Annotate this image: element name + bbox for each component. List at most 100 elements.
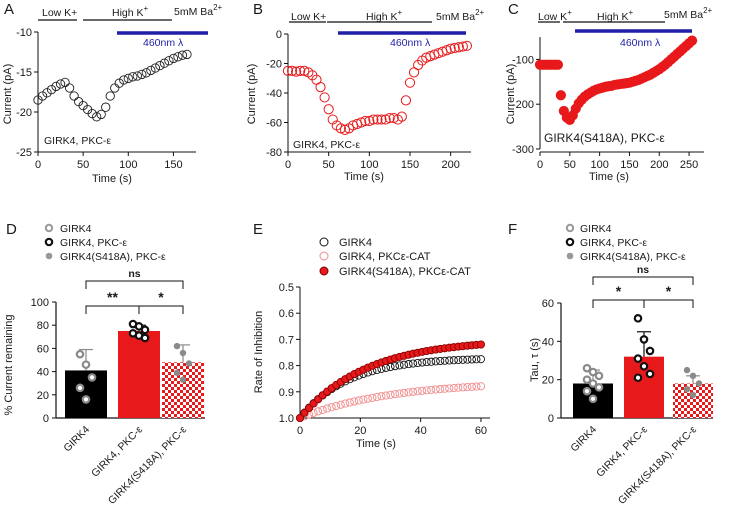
data-point: [457, 41, 468, 52]
data-point: [461, 40, 473, 51]
data-point: [345, 398, 354, 407]
legend-e: GIRK4 GIRK4, PKCε-CAT GIRK4(S418A), PKCε…: [319, 237, 471, 278]
data-point: [454, 355, 463, 365]
data-point: [64, 83, 75, 93]
data-point: [282, 65, 294, 76]
y-axis-title-a: Current (pA): [2, 64, 14, 125]
y-tick-label: 1.0: [279, 413, 294, 425]
x-tick-label: 40: [415, 425, 427, 437]
data-point: [134, 322, 144, 331]
epoch-high-k-label: High K+: [597, 8, 634, 23]
data-point: [436, 356, 445, 366]
trace-b: [282, 40, 473, 135]
data-point: [449, 383, 458, 393]
significance-bracket: [85, 280, 184, 289]
panel-b-letter: B: [253, 1, 263, 18]
y-tick-label: -300: [512, 144, 534, 156]
data-point: [582, 386, 592, 396]
panel-f-letter: F: [508, 221, 517, 238]
trace-a: [33, 49, 192, 122]
bar: [162, 362, 204, 418]
data-point: [323, 104, 334, 115]
data-point: [315, 82, 326, 93]
panel-a: A Low K+ High K+ 5mM Ba2+ 460nm λ -10 -15…: [2, 1, 223, 185]
panel-c-annotation: GIRK4(S418A), PKC-ε: [544, 131, 665, 145]
panel-e-letter: E: [253, 221, 263, 238]
y-axis-title-b: Current (pA): [246, 64, 258, 125]
data-point: [645, 369, 655, 379]
data-point: [431, 385, 440, 394]
data-point: [399, 388, 409, 397]
data-point: [314, 407, 323, 416]
category-label: GIRK4(S418A), PKC-ε: [106, 423, 189, 506]
data-point: [368, 114, 379, 125]
x-tick-label: 0: [297, 425, 303, 437]
legend-label: GIRK4, PKC-ε: [60, 237, 127, 249]
data-point: [159, 58, 170, 68]
data-point: [686, 35, 698, 46]
data-point: [582, 375, 592, 384]
data-point: [168, 53, 179, 64]
data-point: [476, 340, 486, 349]
legend-label: GIRK4: [580, 223, 612, 235]
data-point: [472, 355, 481, 364]
data-point: [400, 95, 412, 106]
data-point: [449, 42, 460, 54]
data-point: [128, 72, 138, 82]
data-point: [384, 112, 395, 124]
data-point: [295, 413, 305, 423]
data-point: [689, 391, 697, 399]
legend-label: GIRK4(S418A), PKCε-CAT: [339, 266, 471, 278]
data-point: [633, 354, 643, 363]
panel-a-annotation: GIRK4, PKC-ε: [44, 135, 111, 147]
data-point: [458, 355, 467, 364]
y-axis-title-c: Current (pA): [505, 64, 517, 125]
data-point: [463, 383, 472, 392]
y-tick-label: 20: [37, 390, 49, 402]
x-tick-label: 150: [620, 159, 638, 171]
data-point: [645, 346, 655, 356]
significance-bracket: [643, 299, 694, 308]
data-point: [594, 383, 604, 392]
data-point: [81, 395, 91, 404]
significance-label: ns: [128, 268, 140, 280]
data-point: [332, 401, 341, 410]
y-tick-label: -20: [266, 59, 282, 71]
data-point: [395, 389, 404, 398]
data-point: [399, 360, 409, 369]
y-tick-label: 0.8: [279, 361, 294, 373]
data-point: [123, 73, 133, 84]
data-point: [92, 112, 102, 122]
data-point: [445, 356, 454, 365]
y-tick-label: 0: [276, 29, 282, 41]
data-point: [81, 360, 91, 369]
data-point: [119, 75, 129, 85]
data-point: [633, 314, 643, 323]
data-point: [350, 397, 359, 406]
data-point: [60, 77, 70, 88]
light-label: 460nm λ: [390, 37, 431, 49]
panel-e: E GIRK4 GIRK4, PKCε-CAT GIRK4(S418A), PK…: [253, 221, 490, 450]
x-tick-label: 150: [401, 159, 419, 171]
data-point: [683, 366, 691, 374]
data-point: [363, 394, 372, 403]
x-tick-label: 50: [323, 159, 335, 171]
data-point: [360, 115, 371, 127]
x-tick-label: 200: [650, 159, 668, 171]
x-tick-label: 200: [441, 159, 459, 171]
data-point: [177, 50, 188, 60]
axes-e: 0.5 0.6 0.7 0.8 0.9 1.00 20 40 60: [279, 282, 490, 437]
data-point: [467, 355, 476, 364]
data-point: [409, 359, 418, 368]
legend-marker-s418a-cat: [319, 266, 329, 276]
y-tick-label: -10: [16, 27, 32, 39]
legend-d: GIRK4 GIRK4, PKC-ε GIRK4(S418A), PKC-ε: [44, 223, 166, 263]
x-tick-label: 0: [285, 159, 291, 171]
y-tick-label: 60: [37, 343, 49, 355]
x-axis-title-a: Time (s): [92, 173, 132, 185]
traces-e: [295, 340, 486, 423]
